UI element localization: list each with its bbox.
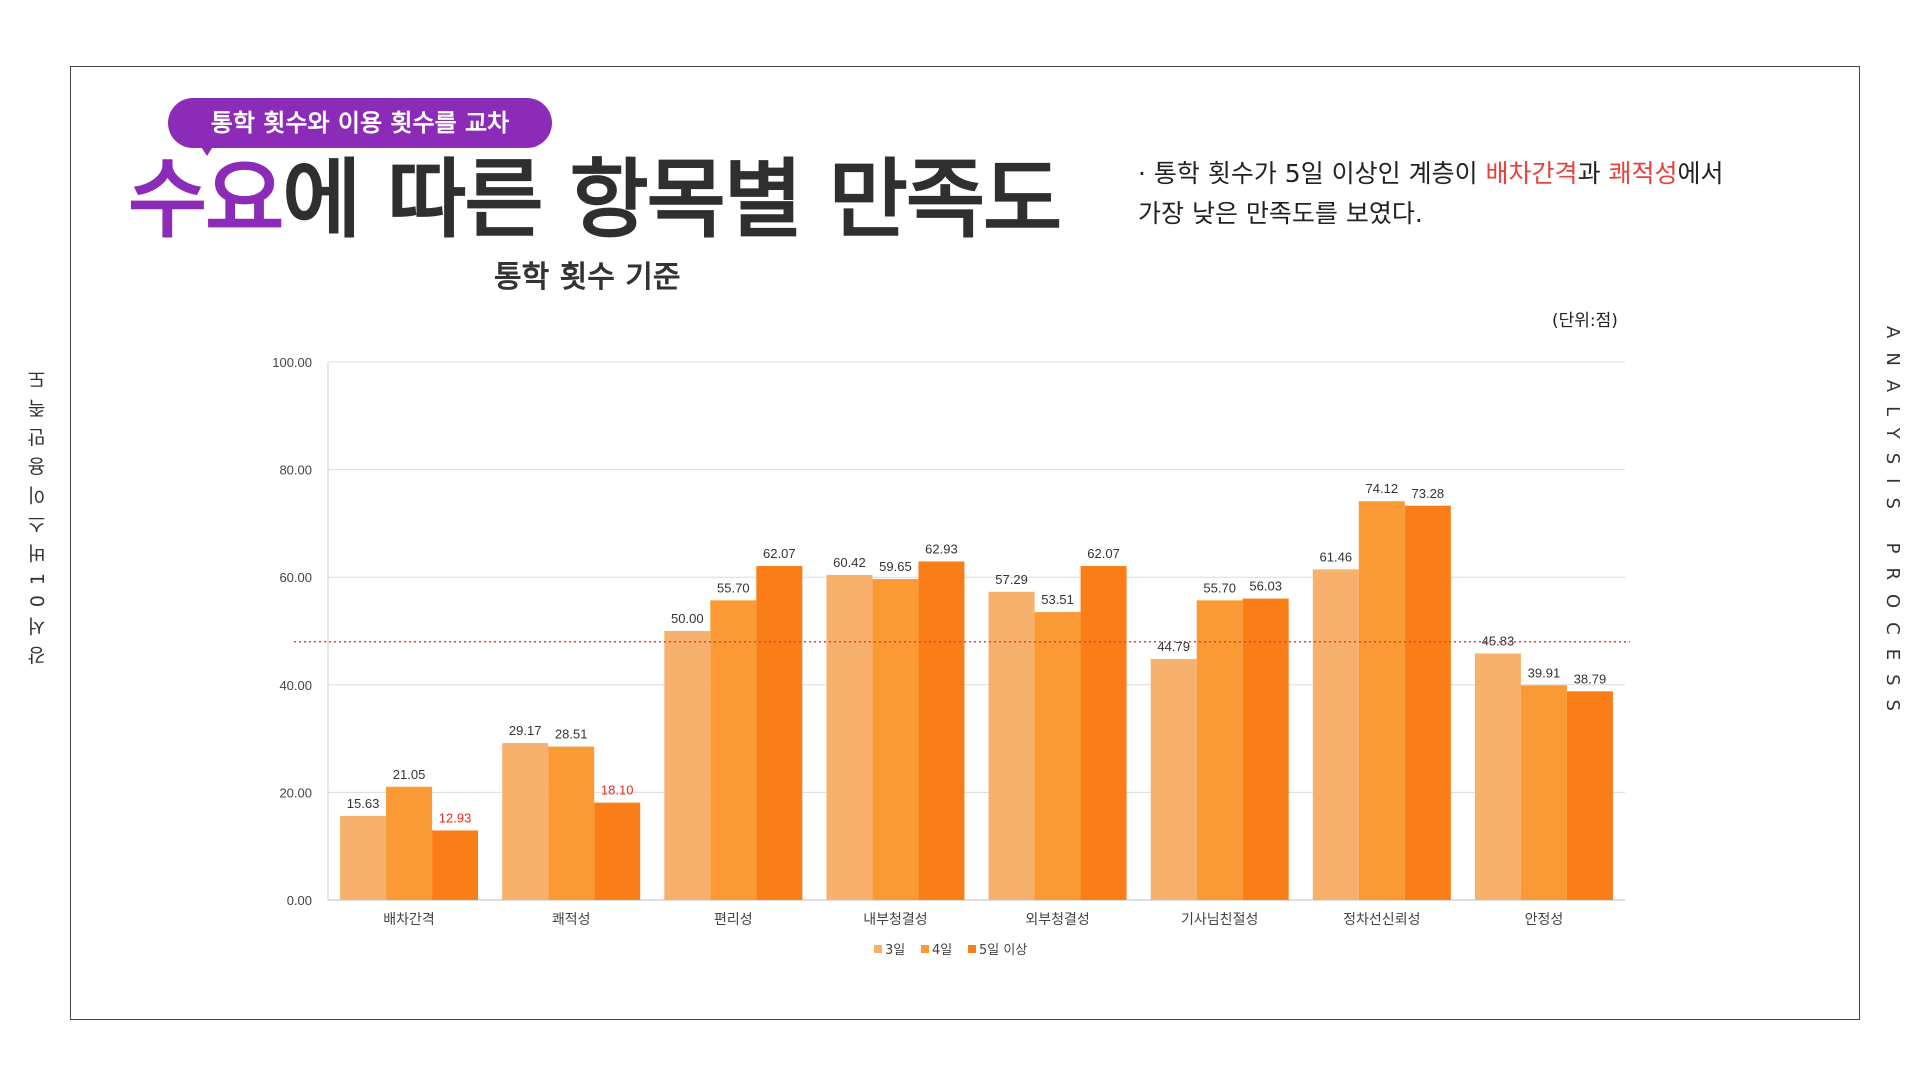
data-label: 61.46: [1320, 549, 1353, 564]
bar: [1566, 691, 1613, 900]
legend-swatch: [968, 945, 976, 953]
x-tick-label: 외부청결성: [1025, 912, 1089, 928]
data-label: 28.51: [555, 727, 588, 742]
bar: [1404, 505, 1451, 900]
data-label: 55.70: [1203, 580, 1236, 595]
side-title-right: ANALYSIS PROCESS: [1882, 326, 1903, 725]
data-label: 56.03: [1249, 579, 1282, 594]
data-label: 15.63: [347, 796, 380, 811]
note-prefix: · 통학 횟수가 5일 이상인 계층이: [1138, 159, 1486, 188]
x-tick-label: 안정성: [1525, 912, 1564, 928]
bar: [1312, 569, 1359, 900]
bar: [918, 561, 965, 900]
page-title: 수요에 따른 항목별 만족도: [128, 150, 1062, 250]
bar: [432, 830, 479, 900]
title-highlight: 수요: [128, 150, 284, 250]
bar: [1034, 612, 1081, 900]
data-label: 50.00: [671, 611, 704, 626]
title-rest: 에 따른 항목별 만족도: [282, 150, 1062, 250]
pill-tail: [198, 142, 216, 156]
x-tick-label: 편리성: [714, 912, 753, 928]
data-label: 12.93: [439, 810, 472, 825]
bar: [1150, 659, 1197, 900]
data-label: 55.70: [717, 580, 750, 595]
bar: [826, 574, 873, 900]
bar: [756, 566, 803, 900]
legend-label: 3일: [885, 943, 905, 958]
y-tick-label: 100.00: [272, 355, 312, 370]
legend-swatch: [921, 945, 929, 953]
bar: [664, 631, 711, 900]
bar: [1080, 566, 1127, 900]
x-tick-label: 내부청결성: [863, 912, 927, 928]
data-label: 62.93: [925, 541, 958, 556]
note-line-2: 가장 낮은 만족도를 보였다.: [1138, 199, 1423, 228]
data-label: 53.51: [1041, 592, 1074, 607]
bar: [340, 815, 387, 900]
bar: [710, 600, 757, 900]
data-label: 73.28: [1412, 486, 1445, 501]
data-label: 57.29: [995, 572, 1028, 587]
bar: [1474, 653, 1521, 900]
data-label: 62.07: [763, 546, 796, 561]
chart-subtitle: 통학 횟수 기준: [494, 260, 681, 295]
bar: [1520, 685, 1567, 900]
bar: [502, 743, 549, 900]
bar: [1196, 600, 1243, 900]
bar: [594, 802, 641, 900]
data-label: 59.65: [879, 559, 912, 574]
note-red-2: 쾌적성: [1608, 159, 1678, 188]
x-tick-label: 기사님친절성: [1181, 912, 1258, 928]
bar: [872, 579, 919, 900]
data-label: 74.12: [1366, 481, 1399, 496]
unit-label: (단위:점): [1552, 311, 1618, 331]
note-suffix: 에서: [1677, 159, 1724, 188]
data-label: 29.17: [509, 723, 542, 738]
bar: [988, 591, 1035, 900]
legend-label: 4일: [932, 943, 952, 958]
data-label: 45.83: [1482, 633, 1515, 648]
note-red-1: 배차간격: [1485, 159, 1578, 188]
note-line-1: · 통학 횟수가 5일 이상인 계층이 배차간격과 쾌적성에서: [1138, 154, 1724, 194]
x-tick-label: 배차간격: [383, 912, 435, 928]
data-label: 62.07: [1087, 546, 1120, 561]
data-label: 38.79: [1574, 671, 1607, 686]
y-tick-label: 20.00: [279, 785, 312, 800]
legend-label: 5일 이상: [979, 943, 1027, 958]
content-frame: [70, 66, 1860, 1020]
bar: [386, 786, 433, 900]
y-tick-label: 60.00: [279, 570, 312, 585]
y-tick-label: 80.00: [279, 463, 312, 478]
data-label: 21.05: [393, 767, 426, 782]
bar: [1358, 501, 1405, 900]
x-tick-label: 정차선신뢰성: [1343, 912, 1420, 928]
data-label: 18.10: [601, 783, 634, 798]
y-tick-label: 40.00: [279, 678, 312, 693]
note-mid: 과: [1577, 159, 1609, 188]
legend-swatch: [874, 945, 882, 953]
y-tick-label: 0.00: [287, 893, 312, 908]
data-label: 60.42: [833, 555, 866, 570]
data-label: 39.91: [1528, 665, 1561, 680]
header-pill: 통학 횟수와 이용 횟수를 교차: [168, 98, 552, 148]
bar: [548, 746, 595, 900]
summary-note: · 통학 횟수가 5일 이상인 계층이 배차간격과 쾌적성에서 가장 낮은 만족…: [1138, 154, 1724, 234]
bar: [1242, 598, 1289, 900]
data-label: 44.79: [1157, 639, 1190, 654]
x-tick-label: 쾌적성: [552, 912, 591, 928]
